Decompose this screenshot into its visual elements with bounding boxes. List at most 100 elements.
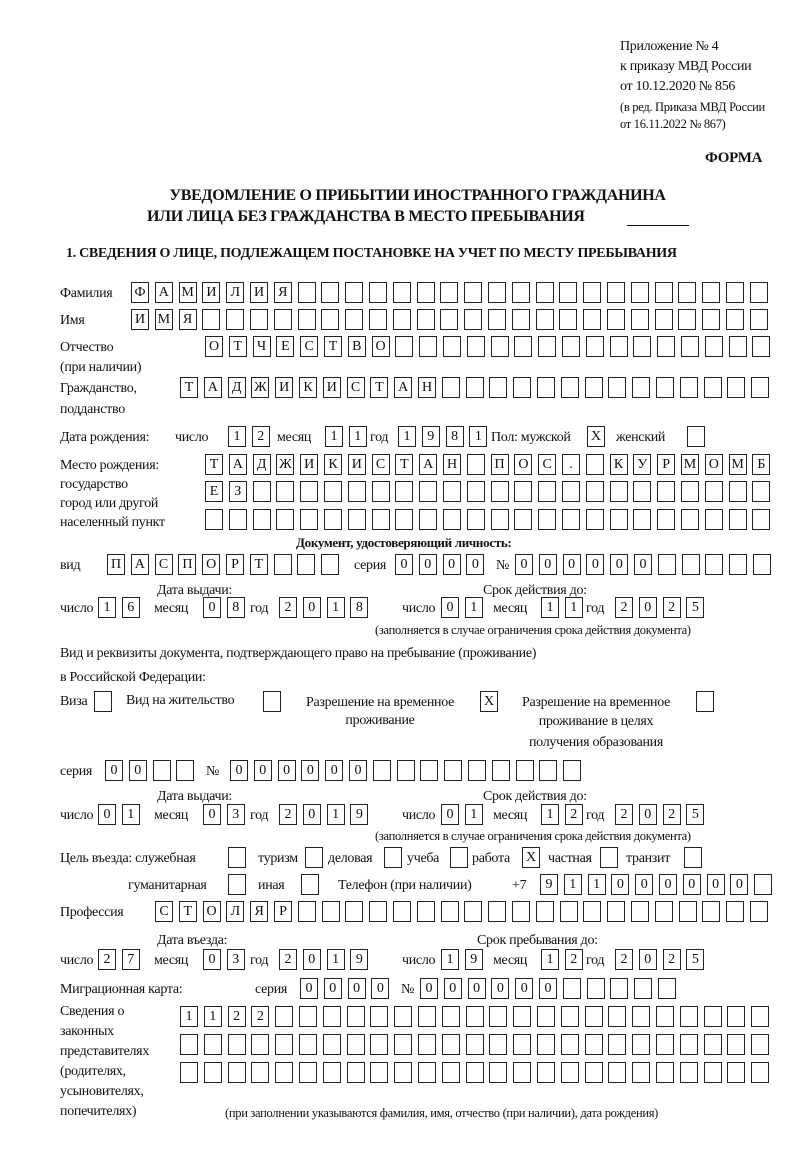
patronymic-cell[interactable]: Ч [252,336,271,357]
birthplace1-cell[interactable]: П [490,454,509,475]
doc-valid-year-cell[interactable]: 2 [662,597,681,618]
reps3-cell[interactable] [751,1062,770,1083]
right-valid-day-cell[interactable]: 1 [464,804,483,825]
birth-day-cell[interactable]: 1 [228,426,246,447]
reps1-cell[interactable] [727,1006,746,1027]
name-cell[interactable] [702,309,721,330]
birthplace1-cell[interactable]: И [347,454,366,475]
patronymic-cell[interactable] [466,336,485,357]
birthplace3-cell[interactable] [657,509,676,530]
citizenship-cell[interactable]: Т [370,377,389,398]
reps2-cell[interactable] [418,1034,436,1055]
birthplace2-cell[interactable] [371,481,390,502]
birthplace2-cell[interactable] [324,481,342,502]
name-cell[interactable] [250,309,268,330]
reps3-cell[interactable] [370,1062,389,1083]
doc-number-cell[interactable]: 0 [538,554,557,575]
reps1-cell[interactable] [275,1006,294,1027]
doc-number-cell[interactable]: 0 [515,554,533,575]
visa-cell[interactable] [94,691,112,712]
doc-kind-cell[interactable]: Т [249,554,268,575]
profession-cell[interactable]: О [202,901,221,922]
doc-kind-cell[interactable]: С [154,554,173,575]
patronymic-cell[interactable] [395,336,414,357]
reps1-cell[interactable] [751,1006,770,1027]
birthplace2-cell[interactable] [633,481,652,502]
birthplace3-cell[interactable] [228,509,247,530]
birthplace2-cell[interactable] [609,481,628,502]
surname-cell[interactable] [488,282,506,303]
stay-day-cell[interactable]: 9 [464,949,483,970]
mc-series-cell[interactable]: 0 [323,978,342,999]
birth-month-cell[interactable]: 1 [325,426,343,447]
citizenship-cell[interactable] [751,377,770,398]
reps3-cell[interactable] [727,1062,746,1083]
patronymic-cell[interactable]: В [347,336,366,357]
title-underline[interactable] [627,208,689,226]
citizenship-cell[interactable] [608,377,627,398]
mc-number-cell[interactable]: 0 [491,978,510,999]
right-valid-year-cell[interactable]: 2 [662,804,681,825]
right-valid-year-cell[interactable]: 2 [615,804,633,825]
reps2-cell[interactable] [299,1034,317,1055]
right-number-cell[interactable] [420,760,439,781]
right-number-cell[interactable]: 0 [253,760,272,781]
reps3-cell[interactable] [656,1062,674,1083]
surname-cell[interactable] [369,282,387,303]
profession-cell[interactable] [416,901,435,922]
stay-year-cell[interactable]: 0 [638,949,657,970]
reps3-cell[interactable] [418,1062,436,1083]
right-issue-day-cell[interactable]: 0 [98,804,116,825]
name-cell[interactable] [416,309,435,330]
surname-cell[interactable]: И [202,282,221,303]
reps2-cell[interactable] [703,1034,722,1055]
reps2-cell[interactable] [584,1034,603,1055]
birthplace1-cell[interactable]: Ж [276,454,295,475]
doc-number-cell[interactable] [681,554,700,575]
mc-series-cell[interactable]: 0 [300,978,318,999]
birthplace3-cell[interactable] [252,509,271,530]
p-business-cell[interactable] [384,847,402,868]
surname-cell[interactable]: М [178,282,197,303]
surname-cell[interactable]: Я [273,282,292,303]
reps3-cell[interactable] [632,1062,651,1083]
birthplace3-cell[interactable] [585,509,604,530]
reps1-cell[interactable] [560,1006,579,1027]
right-number-cell[interactable] [563,760,582,781]
birthplace3-cell[interactable] [633,509,652,530]
citizenship-cell[interactable]: Д [227,377,246,398]
reps3-cell[interactable] [299,1062,317,1083]
reps2-cell[interactable] [227,1034,246,1055]
birthplace2-cell[interactable] [538,481,557,502]
profession-cell[interactable] [535,901,554,922]
patronymic-cell[interactable]: Т [324,336,342,357]
name-cell[interactable] [464,309,483,330]
right-number-cell[interactable] [372,760,391,781]
surname-cell[interactable] [440,282,459,303]
birthplace2-cell[interactable] [419,481,438,502]
profession-cell[interactable] [678,901,697,922]
patronymic-cell[interactable] [704,336,723,357]
surname-cell[interactable] [630,282,649,303]
stay-year-cell[interactable]: 2 [662,949,681,970]
right-valid-month-cell[interactable]: 2 [564,804,583,825]
reps1-cell[interactable]: 2 [251,1006,270,1027]
birthplace2-cell[interactable] [681,481,699,502]
reps2-cell[interactable] [513,1034,532,1055]
birthplace3-cell[interactable] [395,509,414,530]
doc-number-cell[interactable] [657,554,676,575]
right-series-cell[interactable]: 0 [105,760,123,781]
p-study-cell[interactable] [450,847,468,868]
doc-valid-year-cell[interactable]: 5 [686,597,705,618]
profession-cell[interactable] [488,901,507,922]
birthplace1-cell[interactable]: А [228,454,247,475]
p-private-cell[interactable] [600,847,618,868]
name-cell[interactable] [511,309,530,330]
reps2-cell[interactable] [560,1034,579,1055]
birthplace1-cell[interactable]: Т [395,454,414,475]
reps3-cell[interactable] [513,1062,532,1083]
reps1-cell[interactable] [632,1006,651,1027]
reps1-cell[interactable] [608,1006,627,1027]
surname-cell[interactable] [607,282,625,303]
doc-number-cell[interactable] [729,554,748,575]
